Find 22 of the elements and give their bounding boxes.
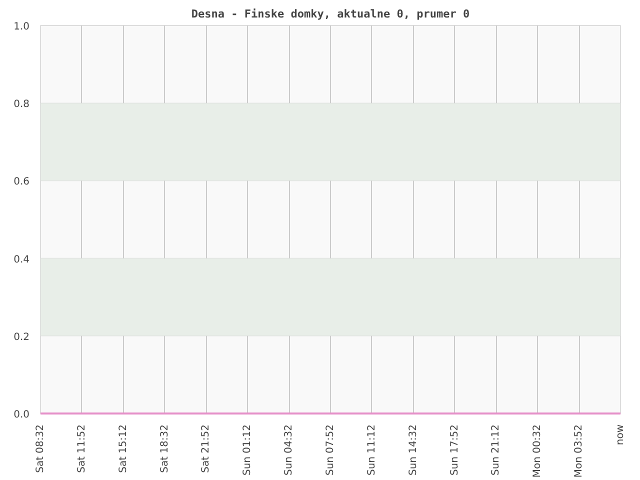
x-tick-label: Sun 07:52 <box>325 424 336 476</box>
x-tick-label: Sun 11:12 <box>366 424 378 476</box>
x-tick-label: Sun 21:12 <box>490 424 502 476</box>
y-tick-label: 1.0 <box>14 22 30 32</box>
x-tick-label: Sat 18:32 <box>159 424 170 473</box>
x-tick-label: Sun 04:32 <box>284 424 295 476</box>
x-tick-label: Sat 08:32 <box>35 424 46 473</box>
x-tick-label: Sat 11:52 <box>76 424 88 473</box>
x-tick-label: now <box>615 424 626 446</box>
x-tick-label: Sat 21:52 <box>200 424 212 473</box>
y-tick-label: 0.4 <box>14 254 30 266</box>
y-tick-label: 0.8 <box>14 99 30 110</box>
y-tick-label: 0.0 <box>14 410 30 420</box>
x-tick-label: Sat 15:12 <box>118 424 129 473</box>
x-tick-label: Mon 03:52 <box>574 424 585 478</box>
x-tick-label: Mon 00:32 <box>532 424 544 478</box>
chart-title: Desna - Finske domky, aktualne 0, prumer 0 <box>191 8 470 20</box>
x-tick-label: Sun 17:52 <box>449 424 460 476</box>
y-tick-label: 0.6 <box>14 176 30 188</box>
x-tick-label: Sun 01:12 <box>242 424 254 476</box>
x-tick-label: Sun 14:32 <box>408 424 419 476</box>
y-tick-label: 0.2 <box>14 332 30 343</box>
